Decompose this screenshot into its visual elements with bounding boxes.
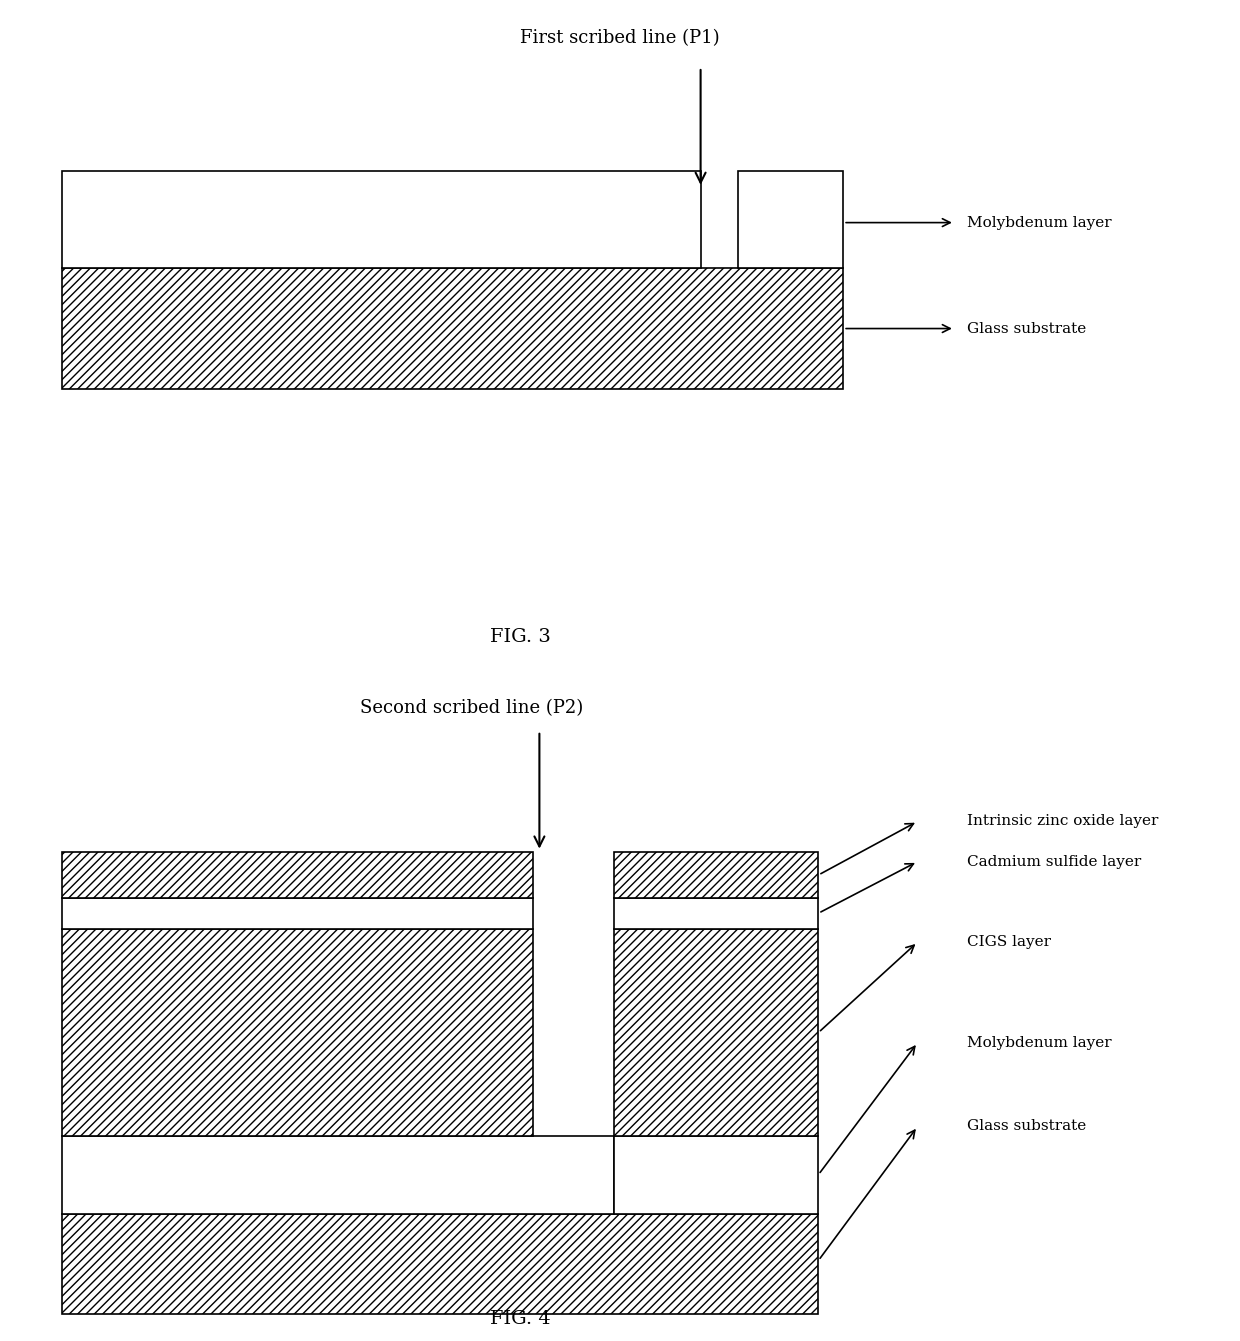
Bar [614, 1137, 818, 1214]
Bar [62, 852, 533, 898]
Bar [62, 268, 843, 389]
Bar [62, 172, 701, 268]
Text: First scribed line (P1): First scribed line (P1) [521, 30, 719, 47]
Text: Molybdenum layer: Molybdenum layer [967, 216, 1112, 229]
Bar [62, 1137, 614, 1214]
Text: Glass substrate: Glass substrate [967, 1120, 1086, 1133]
Text: Cadmium sulfide layer: Cadmium sulfide layer [967, 854, 1142, 869]
Bar [62, 929, 533, 1137]
Text: Glass substrate: Glass substrate [967, 322, 1086, 335]
Text: Molybdenum layer: Molybdenum layer [967, 1035, 1112, 1050]
Text: Second scribed line (P2): Second scribed line (P2) [360, 700, 583, 717]
Bar [614, 929, 818, 1137]
Text: CIGS layer: CIGS layer [967, 935, 1052, 949]
Text: Intrinsic zinc oxide layer: Intrinsic zinc oxide layer [967, 814, 1158, 829]
Bar [738, 172, 843, 268]
Text: FIG. 3: FIG. 3 [490, 628, 552, 646]
Bar [614, 898, 818, 928]
Bar [62, 1214, 818, 1314]
Bar [62, 898, 533, 928]
Bar [614, 852, 818, 898]
Text: FIG. 4: FIG. 4 [491, 1310, 551, 1328]
